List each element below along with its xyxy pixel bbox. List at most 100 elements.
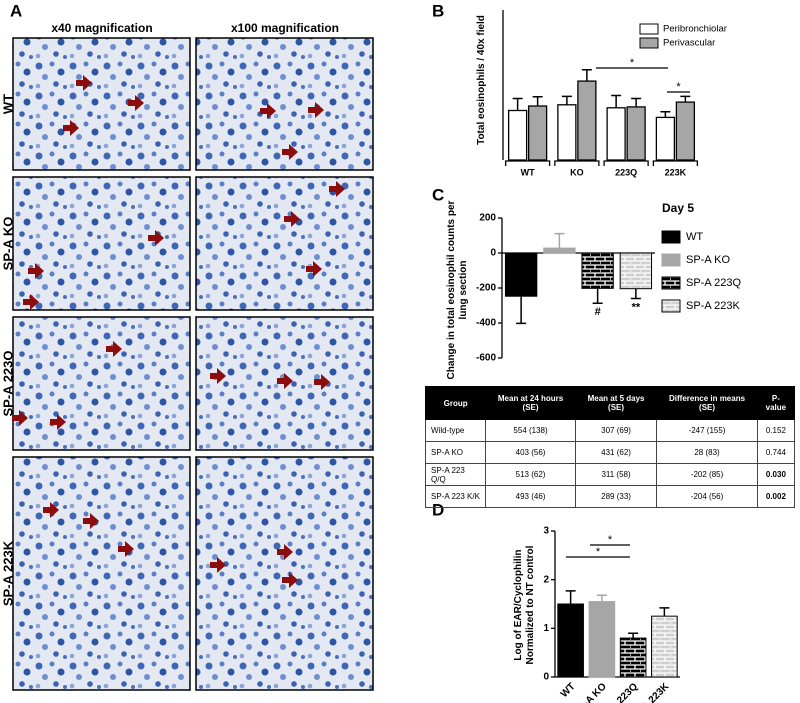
table-cell: -247 (155) [656,419,758,442]
table-header: Mean at 24 hours (SE) [485,386,576,420]
row-label: SP-A KO [0,217,15,271]
arrow [329,181,345,197]
error-bar [581,68,592,82]
panel-label: C [432,185,444,204]
y-tick-label: 2 [543,574,549,585]
bar [543,247,576,254]
legend-title: Day 5 [662,201,694,215]
arrow [210,368,226,384]
panel-label: B [432,1,444,20]
table-cell: 0.030 [756,463,796,486]
error-bar [596,594,607,602]
error-bar [532,95,543,106]
group-bracket [504,160,551,166]
legend-label: WT [686,231,703,243]
annotation: # [595,306,601,318]
arrow [210,557,226,573]
table-header: Difference in means (SE) [656,386,758,420]
annotation: * [630,57,635,69]
table-header: P-value [756,386,796,420]
table-cell: 0.152 [756,419,796,442]
x-tick-label: KO [570,167,584,177]
legend-label: Peribronchiolar [663,24,727,35]
arrow [50,414,66,430]
arrow [83,513,99,529]
y-tick-label: -200 [476,283,496,294]
legend-swatch [661,276,681,290]
legend-swatch [661,299,681,313]
table-row: SP-A 223 Q/Q 513 (62) 311 (58) -202 (85) 0.0… [424,463,796,486]
arrow [148,230,164,246]
bar [588,601,616,678]
data-table: Group Mean at 24 hours (SE) Mean at 5 days… [424,386,796,508]
arrow [277,373,293,389]
table-cell: 513 (62) [485,463,576,486]
arrow [308,102,324,118]
table-cell: 554 (138) [485,419,576,442]
table-cell: 0.002 [756,485,796,508]
table-header: Group [424,386,487,420]
x-tick-label: SP-A KO [572,681,609,703]
micrograph [195,456,374,691]
micrograph [195,176,374,311]
annotation: * [608,534,613,546]
legend-swatch [639,23,659,35]
table-cell: 311 (58) [574,463,658,486]
row-label: WT [0,94,15,114]
bar [504,252,538,297]
x-tick-label: WT [521,167,535,177]
error-bar [516,296,527,325]
panel-label: A [10,1,22,20]
legend-label: SP-A KO [686,254,730,266]
y-axis-label: Total eosinophils / 40x field [476,15,487,145]
y-tick-label: -600 [476,353,496,364]
bar [675,101,696,161]
error-bar [554,232,565,249]
table-cell: 493 (46) [485,485,576,508]
y-tick-label: 0 [490,248,496,259]
micrograph [195,37,374,171]
legend-label: SP-A 223Q [686,277,741,289]
table-cell: 431 (62) [574,441,658,464]
group-bracket [554,160,600,166]
legend-swatch [661,230,681,244]
error-bar [680,95,691,103]
bar [655,116,676,161]
group-bracket [603,160,649,166]
bar [557,104,577,161]
arrow [76,75,92,91]
error-bar [561,95,572,105]
arrow [118,541,134,557]
bar [606,107,626,161]
column-heading: x40 magnification [51,21,152,35]
arrow [28,263,44,279]
arrow [43,502,59,518]
arrow [63,120,79,136]
arrow [277,544,293,560]
error-bar [611,94,622,108]
arrow [260,103,276,119]
table-cell: 28 (83) [656,441,758,464]
bar [527,105,548,161]
arrow [106,341,122,357]
annotation: * [676,81,681,93]
micrograph [12,316,191,451]
table-cell: 307 (69) [574,419,658,442]
arrow [12,410,28,426]
annotation: * [596,546,601,558]
y-tick-label: 1 [543,623,549,634]
y-tick-label: 3 [543,526,549,537]
error-bar [512,97,523,111]
table-cell: SP-A 223 K/K [424,485,487,508]
arrow [314,374,330,390]
legend-swatch [639,37,659,49]
bar [651,615,678,678]
table-cell: -202 (85) [656,463,758,486]
table-cell: SP-A KO [424,441,487,464]
bar [619,252,653,290]
bar [557,603,584,678]
arrow [282,144,298,160]
table-cell: 403 (56) [485,441,576,464]
error-bar [630,288,641,300]
